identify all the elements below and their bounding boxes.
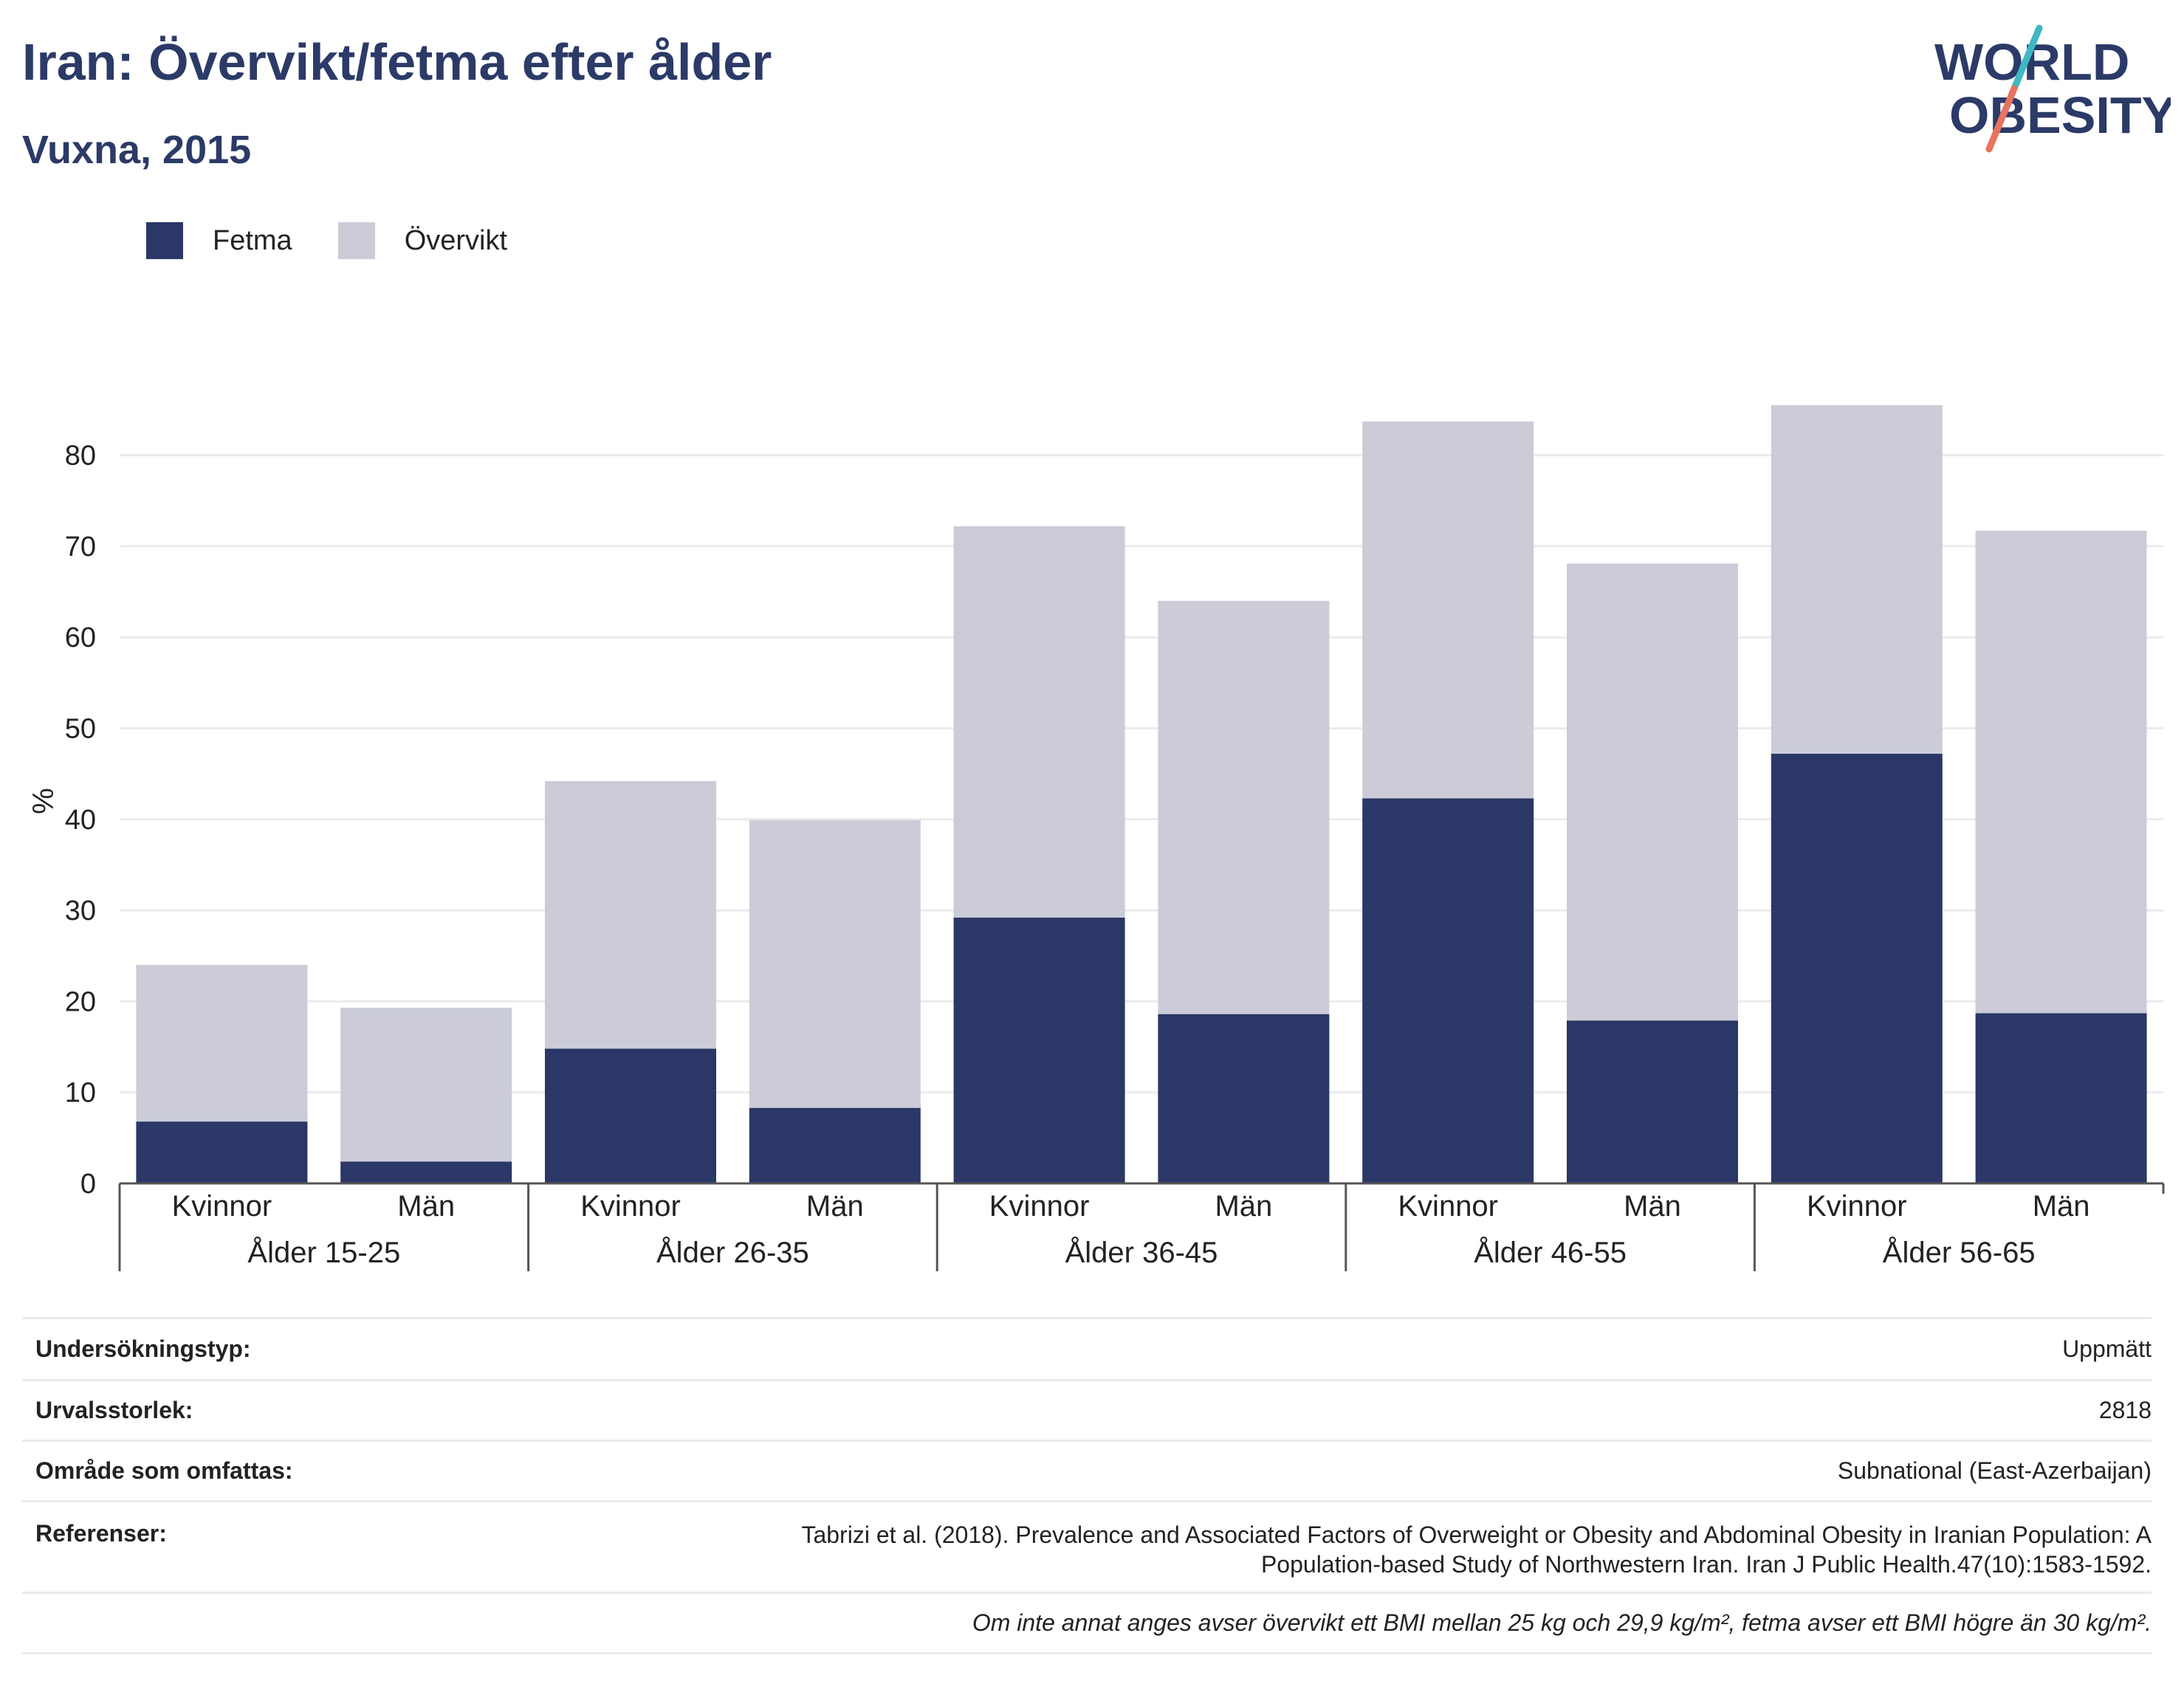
y-tick-label: 70 xyxy=(65,532,96,563)
bar-overvikt xyxy=(1975,530,2147,1014)
reference-line-1: Tabrizi et al. (2018). Prevalence and As… xyxy=(801,1522,2152,1548)
group-label: Ålder 15-25 xyxy=(247,1236,400,1269)
bar-overvikt xyxy=(340,1008,512,1162)
x-tick-label: Kvinnor xyxy=(1398,1190,1498,1223)
y-tick-label: 10 xyxy=(65,1078,96,1109)
legend-item-fetma[interactable]: Fetma xyxy=(146,222,292,259)
group-label: Ålder 36-45 xyxy=(1065,1236,1218,1269)
y-tick-label: 50 xyxy=(65,714,96,745)
y-tick-label: 20 xyxy=(65,986,96,1017)
logo-slash-coral xyxy=(1985,85,2018,153)
x-tick-label: Kvinnor xyxy=(580,1190,681,1223)
bar-fetma xyxy=(545,1048,716,1183)
bar-overvikt xyxy=(1158,600,1330,1014)
info-row-references: Referenser: Tabrizi et al. (2018). Preva… xyxy=(22,1500,2152,1592)
bar-overvikt xyxy=(749,820,921,1108)
y-tick-label: 0 xyxy=(80,1169,96,1200)
x-tick-label: Män xyxy=(1215,1190,1272,1223)
group-label: Ålder 56-65 xyxy=(1883,1236,2036,1269)
x-tick-label: Män xyxy=(2033,1190,2090,1223)
chart-legend: Fetma Övervikt xyxy=(146,219,553,263)
bar-overvikt xyxy=(1362,421,1534,799)
info-value-sample-size: 2818 xyxy=(2098,1397,2152,1423)
bar-fetma xyxy=(136,1121,308,1183)
stacked-bar-chart: 0 10 20 30 40 50 60 70 80% Kvinnor Män Kvinnor Män Kv… xyxy=(27,405,2165,1271)
bar-fetma xyxy=(340,1161,512,1183)
bar-fetma xyxy=(1567,1020,1738,1183)
info-value-survey-type: Uppmätt xyxy=(2062,1335,2152,1362)
legend-label-overvikt: Övervikt xyxy=(404,224,508,256)
y-tick-label: 60 xyxy=(65,622,96,653)
info-label-survey-type: Undersökningstyp: xyxy=(35,1335,251,1362)
bar-fetma xyxy=(1158,1014,1330,1183)
info-label-sample-size: Urvalsstorlek: xyxy=(35,1397,193,1423)
x-tick-label: Kvinnor xyxy=(989,1190,1090,1223)
bar-overvikt xyxy=(1567,563,1738,1021)
page-title: Iran: Övervikt/fetma efter ålder xyxy=(22,33,772,91)
info-label-references: Referenser: xyxy=(35,1520,167,1547)
reference-line-2: Population-based Study of Northwestern I… xyxy=(1260,1551,2152,1578)
info-bottom-rule xyxy=(22,1652,2152,1654)
logo-slash-teal xyxy=(2010,24,2043,92)
bar-overvikt xyxy=(136,965,308,1122)
bar-fetma xyxy=(1362,798,1534,1183)
bar-overvikt xyxy=(1771,405,1943,754)
info-table: Undersökningstyp: Uppmätt Urvalsstorlek:… xyxy=(22,1317,2152,1654)
legend-label-fetma: Fetma xyxy=(213,224,292,256)
info-row-sample-size: Urvalsstorlek: 2818 xyxy=(22,1379,2152,1440)
y-tick-label: 30 xyxy=(65,895,96,926)
info-label-area: Område som omfattas: xyxy=(35,1457,293,1484)
x-tick-label: Kvinnor xyxy=(172,1190,272,1223)
x-tick-label: Män xyxy=(806,1190,864,1223)
bar-fetma xyxy=(749,1107,921,1183)
info-row-footnote: Om inte annat anges avser övervikt ett B… xyxy=(22,1592,2152,1652)
info-value-area: Subnational (East-Azerbaijan) xyxy=(1837,1457,2152,1484)
group-label: Ålder 46-55 xyxy=(1474,1236,1627,1269)
footnote: Om inte annat anges avser övervikt ett B… xyxy=(972,1609,2152,1636)
group-label: Ålder 26-35 xyxy=(656,1236,809,1269)
x-tick-label: Män xyxy=(1624,1190,1681,1223)
legend-swatch-overvikt xyxy=(337,222,375,259)
info-row-survey-type: Undersökningstyp: Uppmätt xyxy=(22,1317,2152,1379)
bar-fetma xyxy=(1771,754,1943,1183)
legend-item-overvikt[interactable]: Övervikt xyxy=(337,222,508,259)
legend-swatch-fetma xyxy=(146,222,183,259)
bar-overvikt xyxy=(953,526,1125,918)
x-tick-label: Män xyxy=(397,1190,455,1223)
logo-line2: OBESITY xyxy=(1949,86,2171,144)
y-tick-label: 80 xyxy=(65,441,96,472)
world-obesity-logo: WORLD OBESITY xyxy=(1934,24,2171,153)
bar-fetma xyxy=(953,917,1125,1183)
bar-overvikt xyxy=(545,781,716,1049)
bar-fetma xyxy=(1975,1013,2147,1183)
y-axis-label: % xyxy=(27,788,60,814)
info-row-area: Område som omfattas: Subnational (East-A… xyxy=(22,1440,2152,1500)
y-tick-label: 40 xyxy=(65,805,96,836)
x-tick-label: Kvinnor xyxy=(1807,1190,1907,1223)
page-subtitle: Vuxna, 2015 xyxy=(22,128,252,172)
info-value-references: Tabrizi et al. (2018). Prevalence and As… xyxy=(801,1520,2152,1579)
